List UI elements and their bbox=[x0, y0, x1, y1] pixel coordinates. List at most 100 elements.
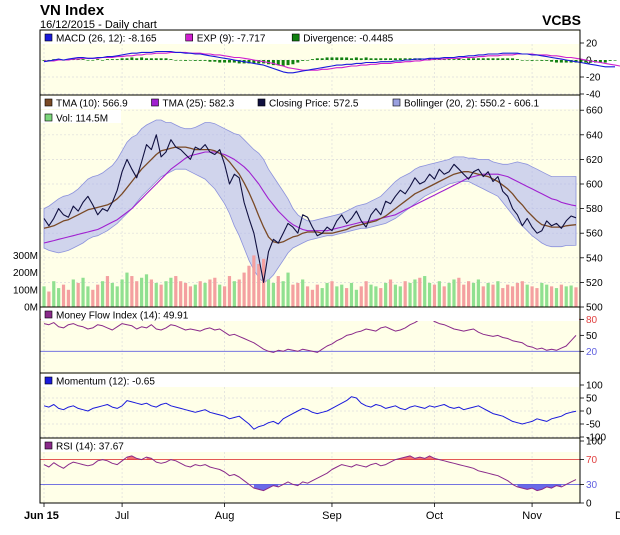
volume-bar bbox=[135, 281, 139, 307]
mfi-panel-tick-label: 20 bbox=[586, 347, 598, 358]
macd-divergence-bar bbox=[345, 57, 349, 60]
tma25-line bbox=[43, 151, 577, 244]
macd-divergence-bar bbox=[296, 60, 300, 63]
x-tick-label: Sep bbox=[322, 510, 342, 522]
volume-bar bbox=[467, 281, 471, 307]
volume-bar bbox=[130, 276, 134, 307]
macd-divergence-bar bbox=[369, 58, 373, 60]
macd-divergence-bar bbox=[501, 58, 505, 60]
volume-bar bbox=[413, 279, 417, 307]
macd-divergence-bar bbox=[408, 58, 412, 60]
rsi-panel-tick-label: 30 bbox=[586, 480, 598, 491]
macd-divergence-bar bbox=[540, 60, 544, 61]
macd-divergence-bar bbox=[232, 60, 236, 63]
macd-divergence-bar bbox=[452, 59, 456, 60]
macd-divergence-bar bbox=[467, 58, 471, 60]
macd-divergence-bar bbox=[184, 60, 188, 61]
volume-bar bbox=[76, 282, 80, 307]
macd-divergence-bar bbox=[520, 60, 524, 61]
volume-bar bbox=[213, 277, 217, 307]
macd-divergence-bar bbox=[349, 58, 353, 60]
macd-divergence-bar bbox=[613, 60, 617, 61]
macd-divergence-bar bbox=[428, 58, 432, 60]
volume-bar bbox=[188, 286, 193, 307]
volume-bar bbox=[471, 282, 476, 307]
macd-divergence-bar bbox=[135, 58, 139, 60]
price-panel-legend-label: TMA (25): 582.3 bbox=[163, 99, 235, 110]
macd-divergence-bar bbox=[515, 59, 519, 60]
macd-divergence-bar bbox=[603, 60, 607, 63]
macd-divergence-bar bbox=[169, 59, 173, 60]
price-panel-tick-label: 660 bbox=[586, 106, 603, 117]
macd-divergence-bar bbox=[379, 58, 383, 60]
volume-bar bbox=[91, 289, 95, 307]
macd-divergence-bar bbox=[462, 59, 466, 60]
macd-divergence-bar bbox=[213, 60, 217, 62]
macd-divergence-bar bbox=[579, 60, 583, 63]
x-tick-label: Jun 15 bbox=[24, 510, 59, 522]
price-panel-tick-label: 500 bbox=[586, 303, 603, 314]
macd-divergence-bar bbox=[530, 60, 534, 61]
volume-bar bbox=[203, 282, 207, 307]
price-panel-tick-label: 580 bbox=[586, 204, 603, 215]
volume-bar bbox=[545, 284, 549, 307]
volume-bar bbox=[506, 284, 510, 307]
macd-divergence-bar bbox=[550, 60, 554, 62]
volume-bar bbox=[559, 284, 563, 307]
volume-bar bbox=[457, 277, 461, 307]
volume-bar bbox=[540, 282, 544, 307]
macd-panel-legend-label: EXP (9): -7.717 bbox=[197, 34, 266, 45]
macd-divergence-bar bbox=[491, 58, 495, 60]
price-panel-legend-band bbox=[41, 96, 579, 109]
macd-divergence-bar bbox=[554, 60, 558, 63]
macd-divergence-bar bbox=[247, 60, 251, 64]
volume-bar bbox=[574, 287, 578, 307]
macd-divergence-bar bbox=[140, 57, 144, 60]
volume-bar bbox=[305, 286, 310, 307]
macd-divergence-bar bbox=[364, 57, 368, 60]
volume-bar bbox=[384, 282, 388, 307]
x-tick-label: Jul bbox=[115, 510, 129, 522]
chart-subtitle: 16/12/2015 - Daily chart bbox=[40, 19, 157, 31]
volume-bar bbox=[286, 272, 290, 307]
macd-divergence-bar bbox=[223, 60, 227, 63]
macd-divergence-bar bbox=[608, 60, 612, 61]
volume-bar bbox=[501, 288, 505, 307]
volume-bar bbox=[335, 286, 339, 307]
momentum-panel-tick-label: 100 bbox=[586, 381, 603, 392]
price-panel-legend-label: Bollinger (20, 2): 550.2 - 606.1 bbox=[404, 99, 540, 110]
macd-divergence-bar bbox=[354, 57, 358, 60]
macd-divergence-bar bbox=[535, 60, 539, 61]
volume-bar bbox=[432, 284, 437, 307]
volume-bar bbox=[569, 285, 573, 307]
macd-divergence-bar bbox=[115, 59, 119, 60]
volume-bar bbox=[120, 279, 124, 307]
rsi-panel-legend-label: RSI (14): 37.67 bbox=[56, 442, 124, 453]
macd-divergence-bar bbox=[227, 60, 231, 63]
volume-bar bbox=[330, 281, 334, 307]
volume-bar bbox=[510, 286, 515, 307]
volume-bar bbox=[374, 286, 378, 307]
volume-bar bbox=[281, 281, 285, 307]
volume-bar bbox=[57, 288, 61, 307]
volume-bar bbox=[198, 281, 202, 307]
price-panel-legend-swatch bbox=[392, 98, 401, 107]
macd-panel-legend-swatch bbox=[44, 33, 53, 42]
macd-panel-tick-label: 20 bbox=[586, 39, 598, 50]
volume-bar bbox=[183, 282, 188, 307]
volume-bar bbox=[66, 289, 71, 307]
price-panel-legend-band-2 bbox=[41, 110, 121, 123]
volume-bar bbox=[42, 286, 46, 307]
macd-divergence-bar bbox=[447, 59, 451, 60]
volume-bar bbox=[174, 276, 178, 307]
volume-bar bbox=[364, 281, 368, 307]
macd-divergence-bar bbox=[130, 57, 134, 60]
volume-bar bbox=[418, 277, 422, 307]
macd-divergence-bar bbox=[393, 58, 397, 60]
momentum-panel-tick-label: 50 bbox=[586, 394, 598, 405]
momentum-line bbox=[43, 396, 577, 430]
rsi-panel-tick-label: 70 bbox=[586, 455, 598, 466]
volume-bar bbox=[447, 282, 451, 307]
macd-divergence-bar bbox=[359, 58, 363, 60]
volume-bar bbox=[310, 289, 315, 307]
